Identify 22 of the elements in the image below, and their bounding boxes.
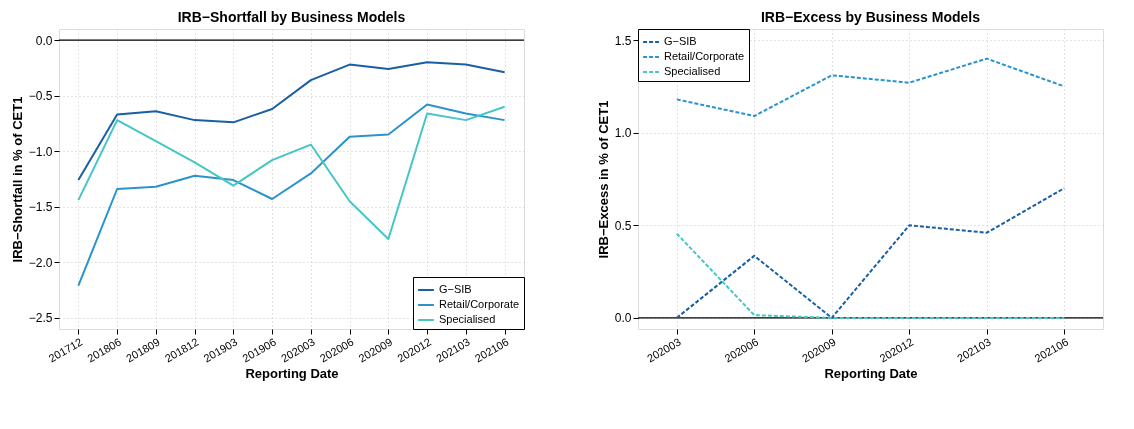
legend-label: G−SIB: [664, 35, 697, 47]
y-tick-label: 1.0: [614, 126, 632, 141]
legend-label: Retail/Corporate: [664, 50, 745, 62]
legend-label: Retail/Corporate: [439, 298, 520, 310]
chart-title: IRB−Excess by Business Models: [760, 8, 981, 25]
y-tick-label: 0.0: [35, 33, 53, 48]
y-tick-label: −2.0: [28, 255, 53, 270]
legend-label: G−SIB: [439, 283, 472, 295]
y-tick-label: 1.5: [614, 33, 632, 48]
y-tick-label: −1.5: [28, 200, 53, 215]
x-axis-title: Reporting Date: [245, 366, 339, 382]
y-axis-title: IRB−Excess in % of CET1: [595, 100, 611, 259]
y-tick-label: −1.0: [28, 144, 53, 159]
chart-title: IRB−Shortfall by Business Models: [177, 9, 406, 25]
legend-label: Specialised: [664, 65, 721, 77]
y-tick-label: −2.5: [28, 311, 53, 326]
legend-label: Specialised: [439, 313, 496, 325]
y-tick-label: 0.5: [614, 218, 632, 233]
y-axis-title: IRB−Shortfall in % of CET1: [9, 96, 25, 263]
x-axis-title: Reporting Date: [824, 366, 918, 382]
y-tick-label: 0.0: [614, 311, 632, 326]
y-tick-label: −0.5: [28, 89, 53, 104]
